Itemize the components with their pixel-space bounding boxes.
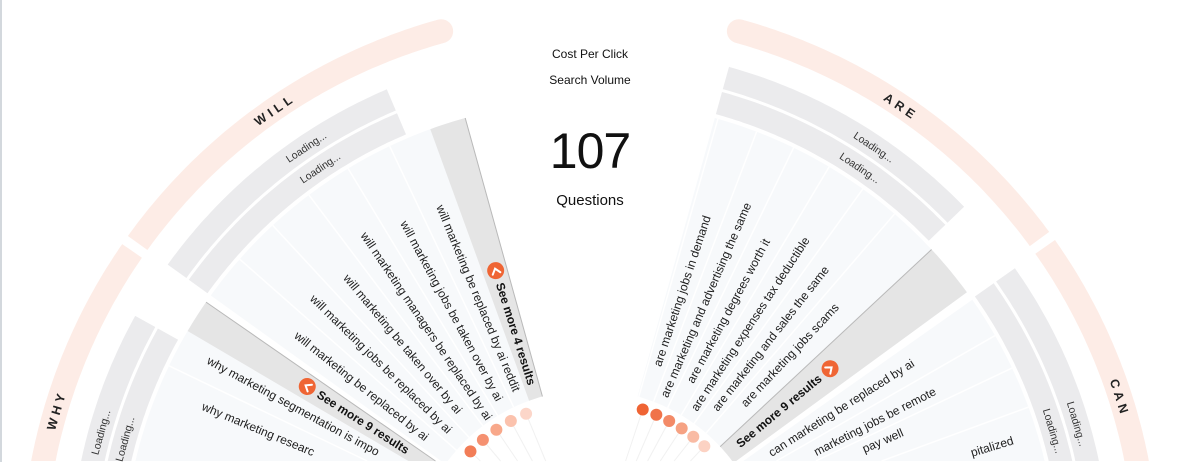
- see-more-edge: [205, 301, 436, 462]
- volume-dot[interactable]: [464, 445, 477, 458]
- sector-divider: [652, 131, 758, 402]
- sector-divider: [272, 224, 470, 438]
- loading-band: [107, 328, 179, 461]
- volume-dot[interactable]: [504, 414, 517, 427]
- loading-band: [722, 66, 965, 223]
- sector-divider: [666, 147, 795, 409]
- see-more-edge: [464, 117, 543, 397]
- sector-divider: [389, 145, 515, 408]
- sector-divider: [680, 166, 830, 416]
- hub-spoke: [635, 414, 657, 462]
- question-sector: [637, 118, 967, 461]
- hub-spoke: [525, 413, 547, 462]
- see-more-edge: [719, 249, 932, 447]
- volume-dot[interactable]: [663, 414, 676, 427]
- hub-spoke: [625, 409, 644, 462]
- group-ring-segment[interactable]: [127, 19, 445, 251]
- volume-dot[interactable]: [636, 403, 649, 416]
- group-ring-segment[interactable]: [735, 19, 1050, 247]
- chevron-circle-icon[interactable]: [296, 375, 319, 398]
- volume-dot[interactable]: [698, 440, 711, 453]
- group-why: WHY Loading... Loading... why marketing seg…: [31, 244, 436, 462]
- loading-band: [188, 113, 406, 294]
- sector-divider: [308, 194, 484, 427]
- hub-spoke: [495, 429, 518, 462]
- ring-cap: [726, 19, 751, 44]
- chevron-icon: [304, 383, 313, 393]
- group-ring-segment[interactable]: [31, 244, 142, 461]
- loading-band: [81, 315, 156, 461]
- loading-band: [715, 92, 946, 241]
- question-sector: [741, 298, 1045, 461]
- sector-divider: [638, 118, 719, 398]
- sector-divider: [776, 334, 996, 462]
- volume-dot[interactable]: [650, 408, 663, 421]
- hub-spoke: [510, 420, 533, 462]
- cost-per-click-toggle[interactable]: Cost Per Click: [551, 47, 628, 61]
- sector-divider: [741, 298, 973, 462]
- hub-spoke: [659, 428, 683, 462]
- volume-dot[interactable]: [675, 422, 688, 435]
- volume-dot[interactable]: [520, 407, 533, 420]
- sector-divider: [239, 258, 457, 451]
- volume-dot[interactable]: [490, 423, 503, 436]
- sector-divider: [693, 188, 864, 424]
- sector-divider: [881, 406, 1029, 462]
- sector-divider: [168, 365, 368, 462]
- chevron-icon: [491, 267, 502, 276]
- see-more-band[interactable]: [720, 249, 967, 462]
- loading-band: [996, 268, 1099, 461]
- loading-band: [167, 89, 396, 278]
- chevron-circle-icon[interactable]: [485, 260, 506, 281]
- group-ring-segment[interactable]: [1035, 240, 1149, 461]
- question-count-label: Questions: [556, 192, 624, 209]
- see-more-band[interactable]: [430, 118, 543, 401]
- question-count: 107: [549, 123, 631, 179]
- volume-dot[interactable]: [687, 430, 700, 443]
- search-volume-toggle[interactable]: Search Volume: [549, 73, 631, 87]
- volume-dot[interactable]: [476, 433, 489, 446]
- chevron-circle-icon[interactable]: [818, 357, 842, 381]
- sector-divider: [347, 168, 499, 417]
- ring-cap: [429, 19, 454, 44]
- chevron-icon: [824, 366, 833, 375]
- hub-spoke: [647, 420, 670, 462]
- sector-divider: [815, 367, 1013, 462]
- sector-divider: [705, 213, 896, 434]
- loading-band: [974, 283, 1073, 461]
